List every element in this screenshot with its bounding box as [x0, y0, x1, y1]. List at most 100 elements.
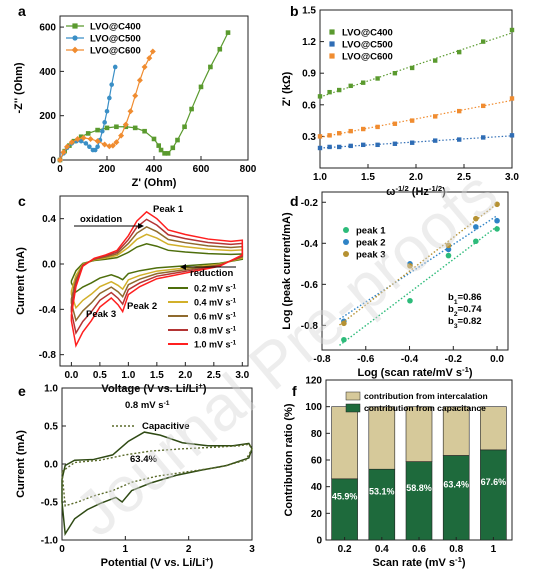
y-axis-label: Z' (kΩ) — [281, 71, 293, 106]
data-point — [445, 246, 452, 253]
legend-label: contribution from capacitance — [364, 403, 486, 413]
y-tick-label: 0.9 — [302, 69, 316, 80]
x-tick-label: 1 — [123, 544, 129, 555]
data-point — [74, 135, 81, 142]
data-point — [95, 144, 100, 150]
legend-label: peak 3 — [356, 250, 386, 261]
legend-marker — [329, 41, 335, 47]
cv-curve-0.2 mV s-1 — [70, 243, 244, 294]
x-tick-label: 0.6 — [412, 544, 426, 555]
y-tick-label: -0.4 — [39, 305, 57, 316]
data-point — [57, 157, 63, 163]
x-tick-label: 2.0 — [178, 370, 192, 381]
y-tick-label: 100 — [305, 402, 322, 413]
fit-label: b1=0.86 — [448, 292, 482, 306]
legend-marker — [343, 239, 349, 245]
data-point — [83, 141, 89, 146]
y-tick-label: 1.0 — [44, 384, 58, 395]
data-point — [409, 118, 415, 123]
annotation-peak3: Peak 3 — [86, 309, 116, 320]
x-tick-label: 2.0 — [409, 172, 423, 183]
legend-label: contribution from intercalation — [364, 391, 488, 401]
data-point — [433, 138, 438, 143]
y-tick-label: -0.2 — [301, 198, 319, 209]
data-point — [509, 27, 515, 33]
y-tick-label: -0.4 — [301, 239, 319, 250]
x-tick-label: 1.0 — [121, 370, 135, 381]
y-tick-label: 0.4 — [42, 214, 56, 225]
bar-intercalation — [331, 406, 358, 480]
data-point — [341, 320, 347, 327]
cv-curve-0.6 mV s-1 — [70, 225, 244, 323]
y-tick-label: 0.6 — [302, 100, 316, 111]
data-point — [317, 145, 323, 151]
legend-label: 0.2 mV s-1 — [194, 283, 237, 294]
reduction-arrowhead — [180, 264, 186, 270]
data-point — [317, 94, 323, 99]
x-tick-label: 200 — [99, 164, 116, 175]
data-point — [392, 71, 398, 76]
data-point — [392, 121, 398, 126]
data-point — [175, 137, 180, 143]
y-tick-label: -0.5 — [41, 498, 59, 509]
data-point — [473, 224, 479, 230]
x-tick-label: 0 — [57, 164, 63, 175]
x-axis-label: Potential (V vs. Li/Li+) — [101, 555, 214, 570]
data-point — [208, 64, 213, 70]
data-point — [109, 82, 114, 87]
data-point — [473, 215, 479, 222]
x-tick-label: 0.0 — [64, 370, 78, 381]
annotation-peak1: Peak 1 — [153, 204, 184, 215]
data-point — [141, 63, 148, 70]
data-point — [92, 147, 98, 153]
bar-value-label: 63.4% — [443, 480, 469, 490]
bar-capacitance — [442, 455, 470, 541]
legend-marker — [329, 53, 335, 59]
y-axis-label: -Z'' (Ohm) — [13, 62, 25, 113]
data-point — [102, 120, 107, 125]
series-line-LVO@C400 — [59, 32, 229, 161]
y-axis-label: Current (mA) — [15, 430, 27, 498]
data-point — [327, 133, 332, 138]
data-point — [122, 121, 129, 128]
data-point — [109, 142, 116, 149]
legend-swatch — [345, 403, 361, 413]
legend-label: LVO@C500 — [90, 34, 141, 45]
data-point — [407, 297, 413, 304]
fit-line — [339, 203, 498, 326]
data-point — [87, 135, 94, 142]
y-tick-label: -1.0 — [41, 536, 59, 547]
bar-capacitance — [368, 468, 396, 541]
data-point — [162, 151, 167, 156]
data-point — [127, 108, 134, 115]
bar-intercalation — [368, 406, 396, 470]
data-point — [337, 131, 342, 136]
data-point — [156, 143, 161, 148]
panel-label-c: c — [18, 193, 26, 209]
x-tick-label: 0 — [59, 544, 65, 555]
data-point — [146, 55, 153, 62]
y-tick-label: 80 — [311, 429, 323, 440]
data-point — [80, 134, 87, 141]
x-tick-label: -0.6 — [357, 354, 375, 365]
data-point — [481, 39, 486, 44]
x-tick-label: 0.2 — [338, 544, 352, 555]
data-point — [132, 125, 138, 131]
data-point — [87, 144, 92, 150]
data-point — [392, 141, 398, 146]
data-point — [85, 131, 91, 136]
data-point — [217, 46, 223, 52]
data-point — [409, 140, 415, 145]
data-point — [149, 48, 156, 55]
data-point — [409, 65, 415, 71]
legend-marker — [329, 29, 335, 35]
legend-label: 0.8 mV s-1 — [194, 325, 237, 336]
panel-label-b: b — [290, 3, 299, 19]
data-point — [348, 83, 353, 89]
data-point — [198, 84, 204, 90]
data-point — [78, 138, 84, 144]
legend-label: 1.0 mV s-1 — [194, 339, 237, 350]
data-point — [132, 92, 139, 99]
y-tick-label: -0.8 — [39, 350, 57, 361]
